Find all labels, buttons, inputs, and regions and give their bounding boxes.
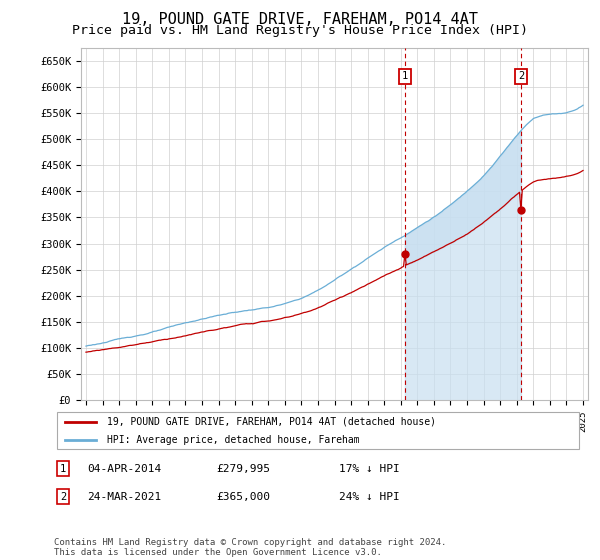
Text: 19, POUND GATE DRIVE, FAREHAM, PO14 4AT (detached house): 19, POUND GATE DRIVE, FAREHAM, PO14 4AT … xyxy=(107,417,436,427)
Text: 2: 2 xyxy=(60,492,66,502)
Text: 24% ↓ HPI: 24% ↓ HPI xyxy=(339,492,400,502)
Text: 1: 1 xyxy=(60,464,66,474)
Text: 19, POUND GATE DRIVE, FAREHAM, PO14 4AT: 19, POUND GATE DRIVE, FAREHAM, PO14 4AT xyxy=(122,12,478,27)
Text: £365,000: £365,000 xyxy=(216,492,270,502)
FancyBboxPatch shape xyxy=(56,413,580,449)
Text: HPI: Average price, detached house, Fareham: HPI: Average price, detached house, Fare… xyxy=(107,435,359,445)
Text: 24-MAR-2021: 24-MAR-2021 xyxy=(87,492,161,502)
Text: Price paid vs. HM Land Registry's House Price Index (HPI): Price paid vs. HM Land Registry's House … xyxy=(72,24,528,36)
Text: 1: 1 xyxy=(402,71,408,81)
Text: 2: 2 xyxy=(518,71,524,81)
Text: Contains HM Land Registry data © Crown copyright and database right 2024.
This d: Contains HM Land Registry data © Crown c… xyxy=(54,538,446,557)
Text: £279,995: £279,995 xyxy=(216,464,270,474)
Text: 04-APR-2014: 04-APR-2014 xyxy=(87,464,161,474)
Text: 17% ↓ HPI: 17% ↓ HPI xyxy=(339,464,400,474)
